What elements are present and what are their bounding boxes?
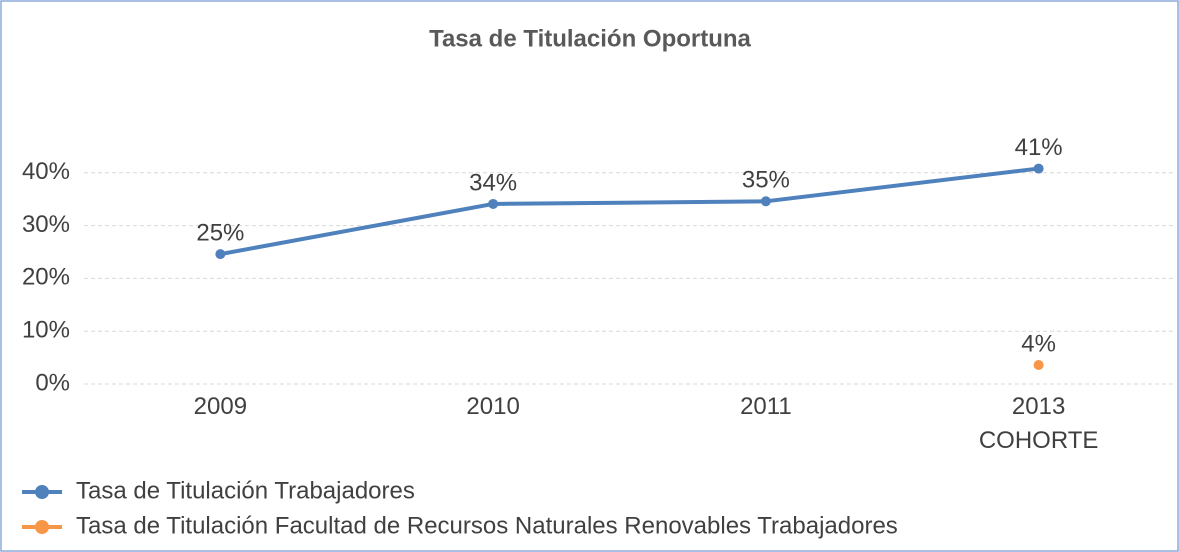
legend-label: Tasa de Titulación Facultad de Recursos … [76, 512, 898, 539]
series-line [220, 166, 1039, 257]
data-label: 35% [742, 167, 790, 194]
data-point [488, 198, 499, 209]
x-tick-label: 2010 [466, 393, 520, 420]
data-label: 41% [1015, 134, 1063, 161]
data-label: 25% [196, 219, 244, 246]
data-point [1033, 359, 1044, 370]
legend-marker [35, 520, 49, 534]
legend-marker [35, 485, 49, 499]
legend-label: Tasa de Titulación Trabajadores [76, 477, 415, 504]
x-tick-label: 2009 [193, 393, 248, 420]
chart-title: Tasa de Titulación Oportuna [429, 25, 751, 52]
y-tick-label: 20% [22, 264, 70, 291]
data-point [1033, 163, 1044, 174]
y-tick-label: 40% [22, 158, 70, 185]
x-tick-label: 2011 [740, 393, 792, 420]
data-point [215, 249, 226, 260]
y-tick-label: 30% [22, 211, 70, 238]
data-point [760, 196, 771, 207]
x-tick-label: 2013 COHORTE [978, 393, 1099, 454]
y-tick-label: 10% [22, 317, 70, 344]
data-label: 4% [1021, 330, 1056, 357]
y-tick-label: 0% [35, 369, 70, 396]
data-label: 34% [469, 169, 517, 196]
